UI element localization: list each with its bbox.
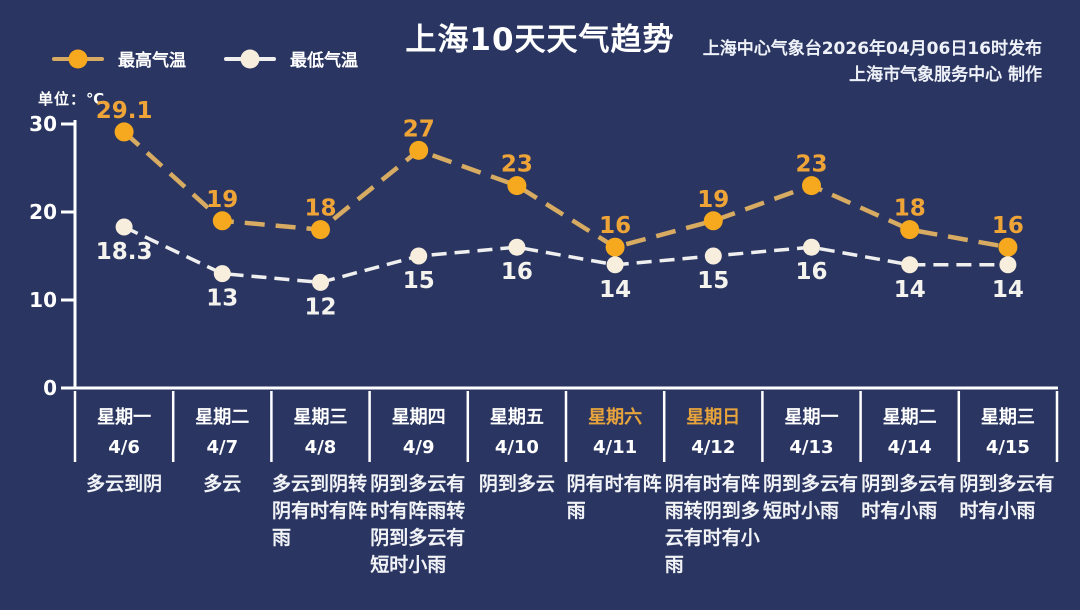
low-temp-point — [704, 247, 722, 265]
high-temp-point — [802, 176, 821, 196]
high-value-label: 23 — [501, 152, 533, 178]
legend: 最高气温 最低气温 — [52, 46, 358, 71]
low-value-label: 14 — [992, 277, 1024, 303]
legend-item-high-temp: 最高气温 — [52, 46, 186, 71]
low-value-label: 16 — [795, 259, 827, 285]
low-value-label: 14 — [894, 277, 926, 303]
low-temp-point — [508, 238, 526, 256]
high-temp-point — [605, 237, 625, 257]
high-temp-point — [409, 140, 429, 160]
high-temp-point — [212, 211, 232, 231]
y-tick-label: 20 — [29, 200, 57, 224]
high-value-label: 18 — [894, 196, 926, 222]
source-attribution: 上海中心气象台2026年04月06日16时发布 上海市气象服务中心 制作 — [703, 36, 1042, 88]
page-title: 上海10天天气趋势 — [405, 22, 675, 58]
y-tick-label: 30 — [29, 112, 57, 136]
high-temp-point — [703, 211, 723, 231]
low-value-label: 15 — [403, 268, 435, 294]
high-temp-point — [311, 220, 330, 240]
low-value-label: 15 — [697, 268, 729, 294]
high-temp-legend-label: 最高气温 — [118, 51, 186, 71]
low-value-label: 12 — [304, 294, 336, 320]
high-value-label: 19 — [697, 187, 729, 213]
high-value-label: 16 — [599, 213, 631, 239]
high-temp-point — [998, 237, 1018, 257]
low-temp-dot-icon — [240, 49, 260, 68]
low-series-line — [123, 225, 1008, 285]
source-line-producer: 上海市气象服务中心 制作 — [849, 65, 1042, 85]
high-temp-point — [507, 176, 527, 196]
high-value-label: 27 — [403, 116, 435, 142]
low-temp-legend-label: 最低气温 — [290, 51, 358, 71]
high-value-label: 23 — [795, 152, 827, 178]
high-value-label: 16 — [992, 213, 1024, 239]
low-temp-point — [999, 256, 1017, 274]
high-value-label: 29.1 — [96, 98, 153, 124]
high-series-line — [122, 130, 1009, 250]
legend-item-low-temp: 最低气温 — [224, 46, 358, 71]
low-value-label: 13 — [206, 286, 238, 312]
high-temp-point — [114, 122, 134, 142]
y-axis-unit-label: 单位：℃ — [38, 90, 106, 108]
low-temp-point — [213, 265, 231, 283]
low-temp-point — [410, 247, 428, 265]
y-tick-label: 10 — [29, 288, 57, 312]
low-temp-point — [312, 273, 329, 291]
low-temp-point — [115, 218, 133, 236]
high-value-label: 19 — [206, 187, 238, 213]
low-value-label: 16 — [501, 259, 533, 285]
source-line-issued: 上海中心气象台2026年04月06日16时发布 — [702, 39, 1042, 59]
low-value-label: 18.3 — [96, 239, 153, 265]
y-tick-label: 0 — [43, 376, 57, 400]
high-temp-dot-icon — [68, 49, 88, 68]
high-temp-point — [900, 220, 920, 240]
high-temp-line-marker-icon — [52, 49, 104, 68]
high-value-label: 18 — [304, 196, 336, 222]
low-temp-point — [606, 256, 624, 274]
low-temp-point — [803, 238, 820, 256]
low-temp-line-marker-icon — [224, 49, 276, 68]
low-temp-point — [901, 256, 919, 274]
low-value-label: 14 — [599, 277, 631, 303]
